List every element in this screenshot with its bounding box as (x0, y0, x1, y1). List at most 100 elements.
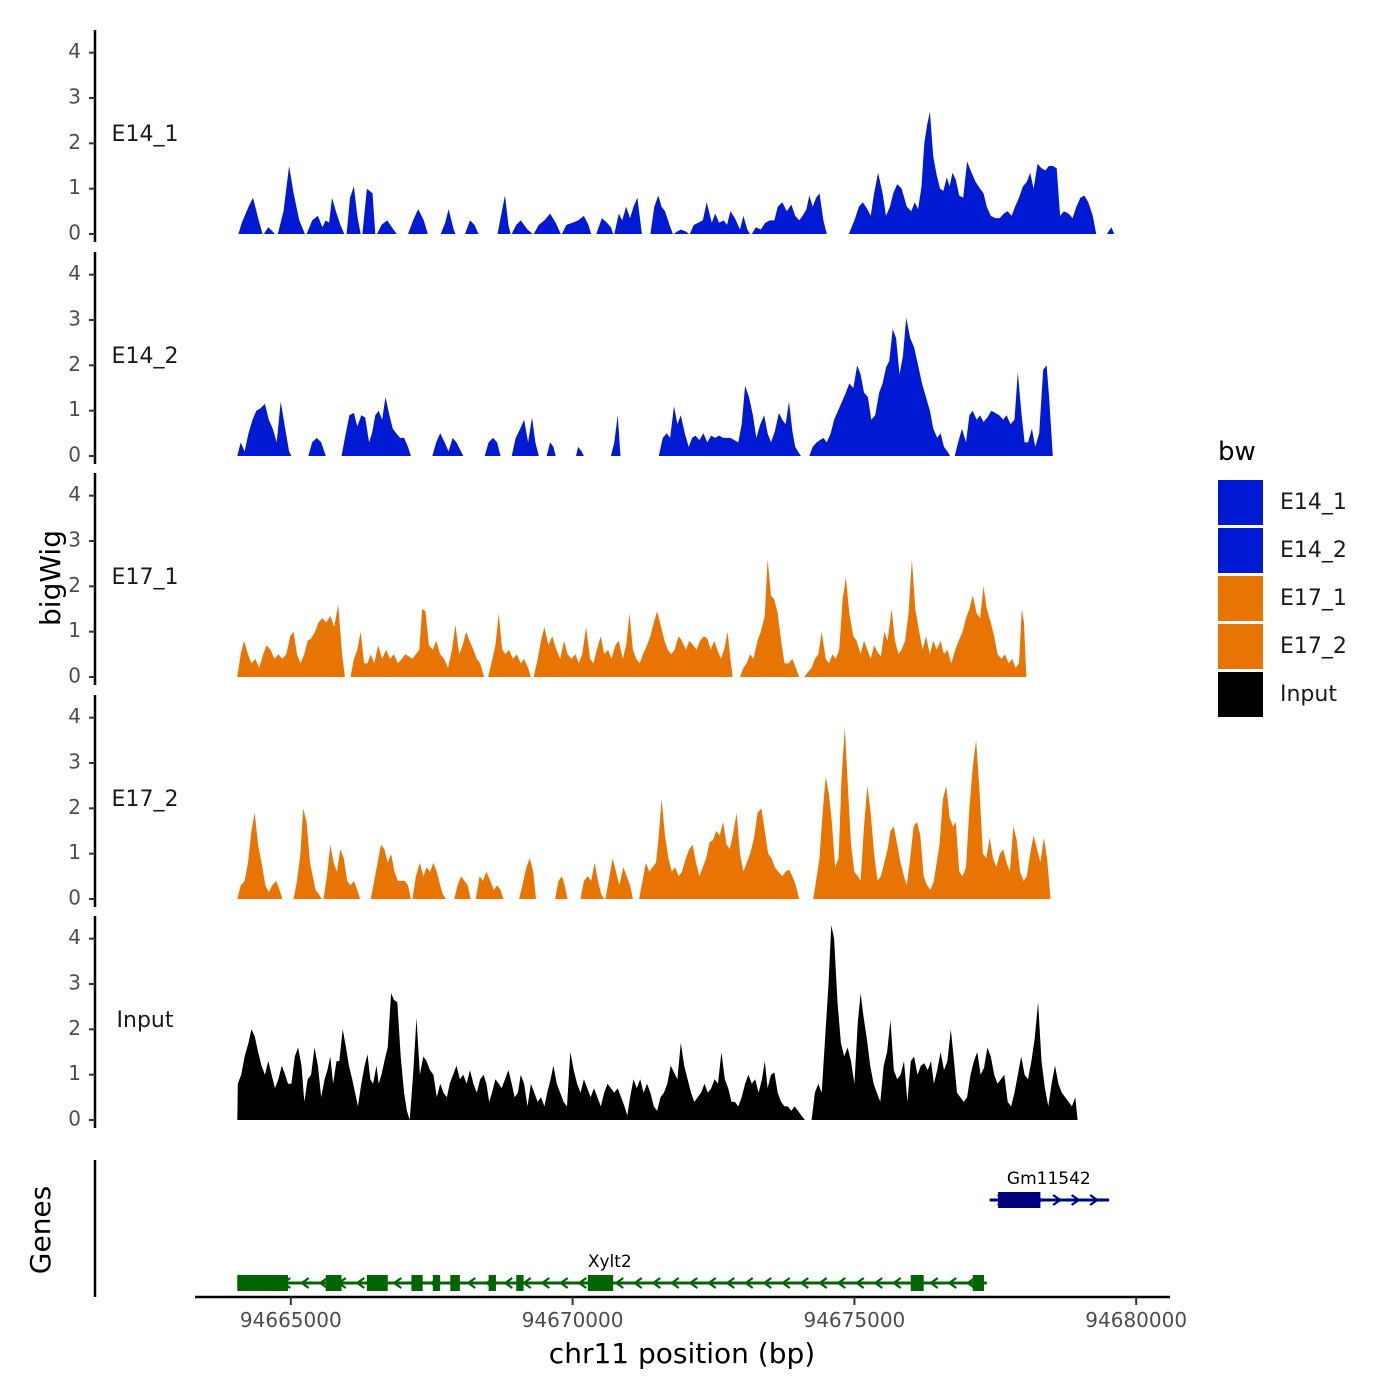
strand-arrow (503, 1277, 513, 1289)
y-tick-label: 3 (68, 85, 81, 109)
strand-arrow (632, 1277, 643, 1289)
y-tick-label: 4 (68, 261, 81, 285)
exon (516, 1275, 524, 1291)
strand-arrow (780, 1277, 791, 1289)
signal-area (1106, 227, 1115, 234)
y-tick-label: 1 (68, 618, 81, 642)
exon (237, 1275, 288, 1291)
y-tick-label: 3 (68, 971, 81, 995)
y-tick-label: 0 (68, 1107, 81, 1131)
exon (432, 1275, 441, 1291)
signal-area (465, 220, 479, 234)
signal-area (740, 559, 800, 677)
x-axis-title: chr11 position (bp) (549, 1337, 815, 1370)
strand-arrow (891, 1277, 902, 1289)
signal-area (306, 197, 345, 234)
signal-area (484, 437, 501, 456)
exon (998, 1192, 1041, 1208)
y-tick-label: 1 (68, 1061, 81, 1085)
y-tick-label: 1 (68, 397, 81, 421)
y-tick-label: 1 (68, 840, 81, 864)
signal-area (440, 209, 456, 234)
signal-area (605, 858, 633, 899)
signal-area (751, 193, 827, 234)
strand-arrow (521, 1277, 532, 1289)
track-label: E17_1 (112, 565, 179, 590)
y-tick-label: 3 (68, 528, 81, 552)
y-tick-label: 3 (68, 307, 81, 331)
exon (587, 1275, 614, 1291)
y-tick-label: 2 (68, 1016, 81, 1040)
strand-arrow (947, 1277, 957, 1289)
y-tick-label: 0 (68, 664, 81, 688)
y-axis-title: bigWig (34, 530, 67, 626)
exon (450, 1275, 460, 1291)
signal-area (848, 111, 1097, 234)
signal-area (377, 220, 397, 234)
signal-area (511, 220, 533, 234)
signal-area (576, 446, 584, 456)
signal-area (610, 415, 621, 456)
legend-swatch (1218, 528, 1263, 573)
gene-label: Gm11542 (1007, 1169, 1091, 1189)
signal-area (323, 844, 361, 899)
strand-arrow (466, 1277, 476, 1289)
signal-area (263, 227, 275, 234)
track-e17-1: 0 1 2 3 4 E17_1 (68, 473, 1027, 688)
strand-arrow (1089, 1194, 1100, 1206)
signal-area (237, 604, 345, 677)
y-tick-label: 3 (68, 750, 81, 774)
gene-xylt2: Xylt2 (237, 1252, 987, 1291)
strand-arrow (392, 1277, 402, 1289)
legend-swatch (1218, 576, 1263, 621)
signal-area (533, 611, 733, 677)
y-tick-label: 4 (68, 482, 81, 506)
strand-arrow (558, 1277, 569, 1289)
signal-area (580, 862, 605, 899)
x-tick-label: 94675000 (803, 1308, 905, 1332)
strand-arrow (836, 1277, 846, 1289)
signal-tracks: 0 1 2 3 4 E14_1 0 1 2 3 4 E14_2 0 1 2 3 4 E17_1 0 1 2 3 4 E17_2… (68, 30, 1115, 1131)
signal-area (511, 417, 539, 456)
legend-label: E14_2 (1280, 538, 1347, 563)
strand-arrow (706, 1277, 717, 1289)
track-label: E17_2 (112, 787, 179, 812)
strand-arrow (817, 1277, 828, 1289)
signal-area (546, 442, 556, 456)
signal-area (362, 188, 376, 234)
signal-area (475, 871, 504, 899)
y-tick-label: 2 (68, 352, 81, 376)
signal-area (639, 799, 800, 899)
exon (488, 1275, 496, 1291)
signal-area (346, 186, 361, 234)
signal-area (293, 808, 322, 899)
signal-area (412, 862, 446, 899)
signal-area (533, 213, 561, 234)
strand-arrow (725, 1277, 735, 1289)
strand-arrow (873, 1277, 883, 1289)
track-e14-1: 0 1 2 3 4 E14_1 (68, 30, 1115, 245)
exon (366, 1275, 388, 1291)
signal-area (237, 993, 805, 1120)
signal-area (308, 437, 326, 456)
signal-area (658, 385, 801, 456)
y-tick-label: 2 (68, 573, 81, 597)
strand-arrow (762, 1277, 772, 1289)
signal-area (454, 876, 471, 899)
strand-arrow (965, 1277, 976, 1289)
y-tick-label: 4 (68, 39, 81, 63)
legend-label: E17_2 (1280, 634, 1347, 659)
track-label: E14_2 (112, 344, 179, 369)
legend-swatch (1218, 480, 1263, 525)
legend-swatch (1218, 624, 1263, 669)
legend-label: E17_1 (1280, 586, 1347, 611)
signal-area (813, 726, 1051, 899)
signal-area (488, 613, 531, 677)
track-e17-2: 0 1 2 3 4 E17_2 (68, 695, 1051, 910)
gene-track: Xylt2 Gm11542 (93, 1160, 1110, 1297)
exon (411, 1275, 423, 1291)
strand-arrow (299, 1277, 310, 1289)
strand-arrow (1071, 1194, 1081, 1206)
signal-area (689, 202, 751, 234)
